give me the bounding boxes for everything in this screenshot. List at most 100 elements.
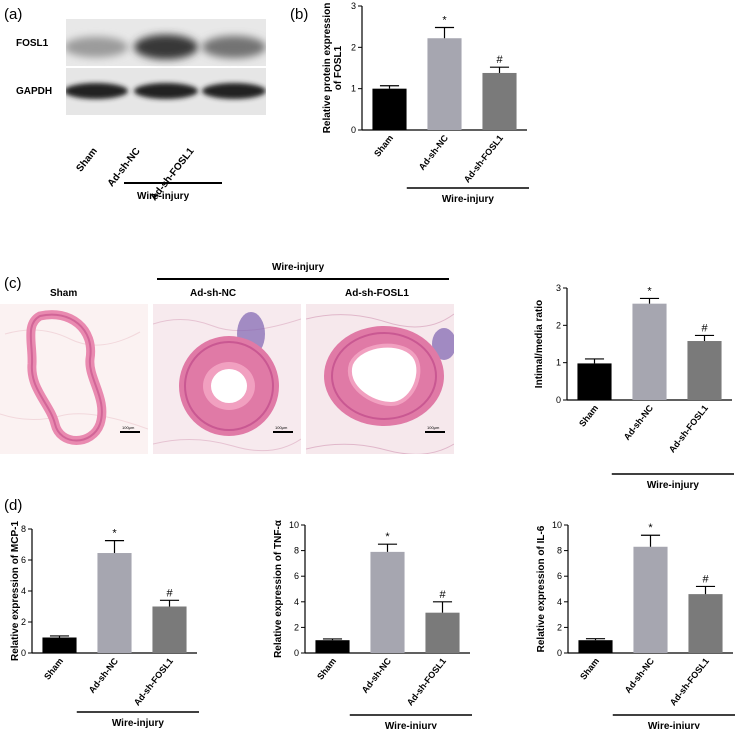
histology-title-ad-sh-fosl1: Ad-sh-FOSL1 [345,288,409,299]
category-label: Ad-sh-FOSL1 [462,133,505,184]
fosl1-band [202,35,266,59]
panel-letter-b: (b) [290,6,309,23]
bar-ad-sh-nc [427,38,462,130]
y-tick-label: 4 [21,586,26,596]
group-label: Wire-injury [648,721,701,729]
y-tick-label: 6 [294,571,299,581]
y-tick-label: 4 [557,597,562,607]
y-tick-label: 8 [557,546,562,556]
y-tick-label: 2 [294,622,299,632]
significance-marker: * [647,285,652,297]
bar-ad-sh-fosl1 [482,72,517,130]
significance-marker: * [112,528,117,540]
bar-ad-sh-fosl1 [687,341,722,400]
histology-image-ad-sh-nc [153,304,301,454]
y-tick-label: 0 [557,648,562,658]
bar-ad-sh-fosl1 [425,612,460,653]
bar-sham [372,88,407,130]
scale-bar-1 [120,431,140,433]
y-axis-label: Intimal/media ratio [534,300,545,388]
y-tick-label: 0 [294,648,299,658]
chart-mcp1: 0 2 4 6 8 Relative expression of MCP-1 Sham * Ad… [0,505,240,729]
chart-il6: 0 2 4 6 8 10 Relative expression of IL-6 Sham * A… [520,505,752,729]
y-tick-label: 6 [557,571,562,581]
significance-marker: # [701,322,708,334]
chart-intimal-media: 0 1 2 3 Intimal/media ratio Sham * Ad-sh-NC # Ad-… [490,270,752,500]
category-label: Ad-sh-NC [87,656,121,695]
category-label: Ad-sh-NC [622,403,656,442]
significance-marker: # [702,573,709,585]
blot-group-label: Wire-injury [137,191,190,202]
bar-ad-sh-nc [370,551,405,653]
bar-sham [315,640,350,653]
blot-lane-label: Sham [74,146,100,175]
significance-marker: * [385,531,390,543]
gapdh-band [202,83,266,99]
fosl1-band [134,34,198,60]
y-tick-label: 10 [552,520,562,530]
bar-ad-sh-nc [97,553,132,653]
group-label: Wire-injury [385,721,438,729]
significance-marker: # [439,589,446,601]
gapdh-band [134,83,198,99]
category-label: Ad-sh-NC [417,133,451,172]
category-label: Ad-sh-FOSL1 [405,656,448,707]
y-tick-label: 0 [556,395,561,405]
scale-bar-3 [425,431,445,433]
significance-marker: * [442,14,447,26]
bar-ad-sh-fosl1 [688,594,723,653]
group-label: Wire-injury [442,194,495,205]
bar-sham [42,637,77,653]
significance-marker: # [496,54,503,66]
category-label: Sham [577,403,600,428]
panel-letter-c: (c) [4,275,22,292]
category-label: Ad-sh-FOSL1 [667,403,710,454]
y-tick-label: 1 [351,84,356,94]
significance-marker: * [648,522,653,534]
scale-bar-2 [273,431,293,433]
bar-sham [578,640,613,653]
histology-group-line [157,278,449,280]
group-label: Wire-injury [112,718,165,729]
y-axis-label: of FOSL1 [333,45,344,90]
panel-letter-a: (a) [4,6,23,23]
panel-letter-d: (d) [4,497,23,514]
category-label: Ad-sh-FOSL1 [132,656,175,707]
histology-title-ad-sh-nc: Ad-sh-NC [190,288,237,299]
western-blot-image [66,19,266,115]
bar-ad-sh-nc [633,546,668,653]
blot-label-fosl1: FOSL1 [16,38,49,49]
y-tick-label: 1 [556,358,561,368]
category-label: Sham [42,656,65,681]
histology-image-ad-sh-fosl1 [306,304,454,454]
histology-group-label: Wire-injury [272,262,325,273]
chart-fosl1-protein: 0 1 2 3 Relative protein expression of FOSL1 S… [300,0,560,220]
y-tick-label: 0 [21,648,26,658]
y-tick-label: 2 [351,42,356,52]
histology-title-sham: Sham [50,288,78,299]
y-tick-label: 0 [351,125,356,135]
y-tick-label: 2 [21,617,26,627]
y-tick-label: 6 [21,555,26,565]
chart-tnf: 0 2 4 6 8 10 Relative expression of TNF-α Sham *… [255,505,495,729]
y-axis-label: Relative expression of TNF-α [273,519,284,658]
y-axis-label: Relative expression of MCP-1 [10,521,21,661]
y-axis-label: Relative expression of IL-6 [536,525,547,652]
category-label: Sham [315,656,338,681]
y-tick-label: 8 [21,524,26,534]
scale-text-2: 100μm [275,425,288,430]
y-tick-label: 4 [294,597,299,607]
y-tick-label: 3 [556,283,561,293]
bar-sham [577,363,612,400]
y-tick-label: 8 [294,546,299,556]
category-label: Ad-sh-FOSL1 [668,656,711,707]
y-axis-label: Relative protein expression [322,3,333,134]
blot-label-gapdh: GAPDH [16,86,53,97]
bar-ad-sh-nc [632,303,667,400]
category-label: Ad-sh-NC [623,656,657,695]
group-label: Wire-injury [647,480,700,491]
blot-group-line [124,182,222,184]
bar-ad-sh-fosl1 [152,606,187,653]
y-tick-label: 10 [289,520,299,530]
